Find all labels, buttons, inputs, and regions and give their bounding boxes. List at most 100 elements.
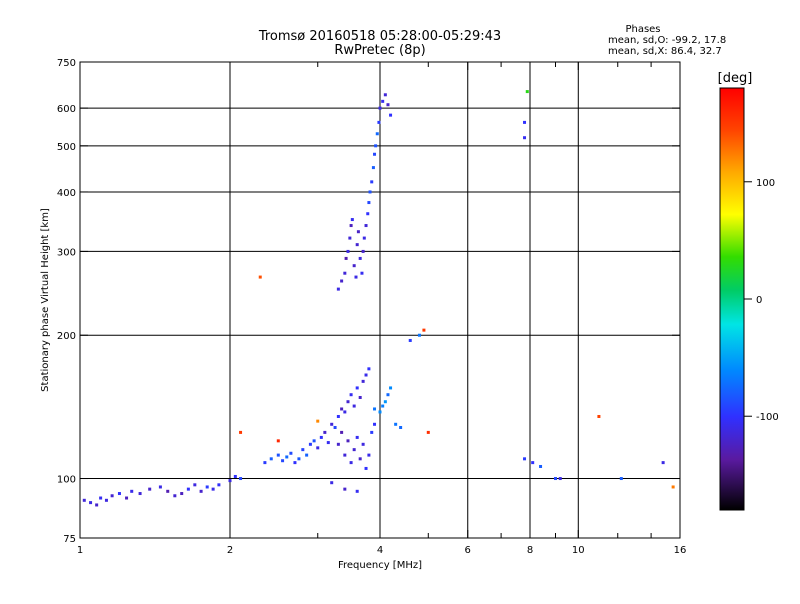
data-point <box>661 461 665 465</box>
data-point <box>326 441 330 445</box>
data-point <box>276 439 280 443</box>
data-point <box>343 410 347 414</box>
data-point <box>366 212 370 216</box>
data-point <box>343 271 347 275</box>
data-point <box>364 224 368 228</box>
data-point <box>82 498 86 502</box>
colorbar: [deg] 100 0 -100 <box>718 71 779 511</box>
data-point <box>597 414 601 418</box>
data-point <box>422 328 426 332</box>
x-tick-label: 8 <box>527 545 533 556</box>
data-point <box>263 461 267 465</box>
data-point <box>356 230 360 234</box>
data-point <box>308 442 312 446</box>
stats-line1: mean, sd,O: -99.2, 17.8 <box>608 35 726 46</box>
data-point <box>386 393 390 397</box>
data-point <box>377 120 381 124</box>
data-point <box>110 494 114 498</box>
data-point <box>539 464 543 468</box>
data-point <box>525 90 529 94</box>
data-point <box>523 136 527 140</box>
data-point <box>349 393 353 397</box>
data-point <box>344 256 348 260</box>
data-points <box>82 90 675 507</box>
data-point <box>269 457 273 461</box>
data-point <box>316 419 320 423</box>
data-point <box>336 287 340 291</box>
stats-line2: mean, sd,X: 86.4, 32.7 <box>608 46 722 57</box>
data-point <box>371 166 375 170</box>
data-point <box>399 425 403 429</box>
data-point <box>383 400 387 404</box>
data-point <box>553 477 557 481</box>
data-point <box>239 430 243 434</box>
data-point <box>523 120 527 124</box>
data-point <box>297 457 301 461</box>
data-point <box>375 132 379 136</box>
data-point <box>355 489 359 493</box>
data-point <box>199 489 203 493</box>
colorbar-gradient <box>719 87 745 511</box>
data-point <box>373 422 377 426</box>
data-point <box>417 333 421 337</box>
data-point <box>378 410 382 414</box>
data-point <box>95 503 99 507</box>
data-point <box>285 455 289 459</box>
data-point <box>330 422 334 426</box>
data-point <box>211 487 215 491</box>
x-tick-label: 1 <box>77 545 83 556</box>
data-point <box>349 224 353 228</box>
data-point <box>389 386 393 390</box>
data-point <box>158 485 162 489</box>
y-axis-label: Stationary phase Virtual Height [km] <box>40 208 51 392</box>
colorbar-label: [deg] <box>718 71 753 86</box>
data-point <box>355 435 359 439</box>
data-point <box>340 430 344 434</box>
data-point <box>523 457 527 461</box>
data-point <box>333 425 337 429</box>
data-point <box>346 439 350 443</box>
data-point <box>358 395 362 399</box>
data-point <box>340 407 344 411</box>
data-point <box>319 435 323 439</box>
data-point <box>330 481 334 485</box>
data-point <box>352 264 356 268</box>
data-point <box>361 379 365 383</box>
data-point <box>367 453 371 457</box>
y-tick-label: 750 <box>57 58 76 69</box>
data-point <box>373 152 377 156</box>
axis-ticks: 1 2 4 6 8 10 16 75 100 200 300 400 500 600 750 <box>57 58 686 556</box>
data-point <box>619 477 623 481</box>
data-point <box>348 236 352 240</box>
data-point <box>381 404 385 408</box>
data-point <box>336 414 340 418</box>
chart-title-line2: RwPretec (8p) <box>334 43 425 58</box>
data-point <box>293 461 297 465</box>
data-point <box>367 201 371 205</box>
data-point <box>104 498 108 502</box>
data-point <box>355 386 359 390</box>
data-point <box>173 494 177 498</box>
data-point <box>355 243 359 247</box>
data-point <box>364 466 368 470</box>
x-tick-label: 2 <box>227 545 233 556</box>
data-point <box>358 256 362 260</box>
data-point <box>354 275 358 279</box>
data-point <box>205 485 209 489</box>
y-tick-label: 75 <box>63 534 76 545</box>
data-point <box>361 249 365 253</box>
data-point <box>312 439 316 443</box>
data-point <box>346 249 350 253</box>
plot-frame <box>79 61 681 539</box>
data-point <box>281 459 285 463</box>
colorbar-ticks: 100 0 -100 <box>744 178 779 423</box>
data-point <box>343 453 347 457</box>
data-point <box>228 479 232 483</box>
data-point <box>671 485 675 489</box>
data-point <box>89 501 93 505</box>
data-point <box>378 106 382 110</box>
data-point <box>233 474 237 478</box>
data-point <box>350 218 354 222</box>
colorbar-tick-label: 0 <box>756 295 762 306</box>
x-tick-label: 6 <box>465 545 471 556</box>
